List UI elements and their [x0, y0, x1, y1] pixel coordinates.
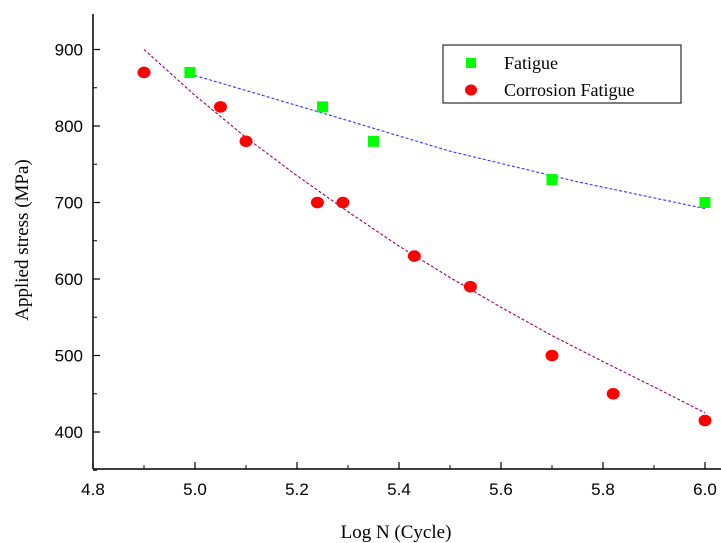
fatigue-point — [317, 101, 328, 113]
fatigue-point — [699, 197, 711, 208]
x-tick-label: 6.0 — [693, 480, 717, 499]
y-tick-label: 400 — [55, 423, 83, 442]
corrosion-fatigue-point — [606, 387, 620, 400]
x-tick-label: 5.2 — [285, 480, 309, 499]
fit-curve-fatigue — [189, 73, 706, 210]
fatigue-point — [184, 66, 196, 78]
x-tick-label: 5.8 — [591, 480, 615, 499]
y-tick-label: 600 — [55, 270, 83, 289]
legend: Fatigue Corrosion Fatigue — [442, 44, 682, 104]
x-axis-ticks: 4.8 5.0 5.2 5.4 5.6 5.8 6.0 — [81, 462, 717, 499]
corrosion-fatigue-point — [336, 196, 350, 209]
axes — [92, 14, 721, 470]
corrosion-fatigue-point — [310, 196, 324, 209]
fatigue-point — [546, 174, 558, 186]
corrosion-fatigue-point — [545, 349, 559, 362]
legend-label: Corrosion Fatigue — [504, 80, 635, 100]
legend-corrosion-fatigue-marker — [465, 84, 477, 96]
corrosion-fatigue-point — [698, 414, 712, 427]
legend-label: Fatigue — [504, 53, 558, 73]
x-tick-label: 5.6 — [489, 480, 513, 499]
corrosion-fatigue-point — [407, 250, 421, 262]
x-tick-label: 5.0 — [183, 480, 207, 499]
fit-curves — [143, 49, 706, 414]
data-points — [137, 66, 712, 427]
fit-curve-corrosion-fatigue — [143, 49, 706, 414]
y-tick-label: 500 — [55, 347, 83, 366]
corrosion-fatigue-point — [137, 66, 151, 79]
y-tick-label: 900 — [55, 41, 83, 60]
x-tick-label: 4.8 — [81, 480, 105, 499]
legend-fatigue-marker — [466, 58, 476, 68]
y-tick-label: 700 — [55, 194, 83, 213]
y-axis-ticks: 400 500 600 700 800 900 — [55, 41, 100, 471]
y-axis-title: Applied stress (MPa) — [12, 159, 33, 320]
y-tick-label: 800 — [55, 117, 83, 136]
legend-box — [442, 44, 682, 104]
x-axis-title: Log N (Cycle) — [341, 522, 452, 543]
x-tick-label: 5.4 — [387, 480, 411, 499]
corrosion-fatigue-point — [239, 135, 253, 148]
corrosion-fatigue-point — [463, 280, 477, 293]
corrosion-fatigue-point — [214, 101, 227, 113]
fatigue-point — [368, 135, 379, 147]
